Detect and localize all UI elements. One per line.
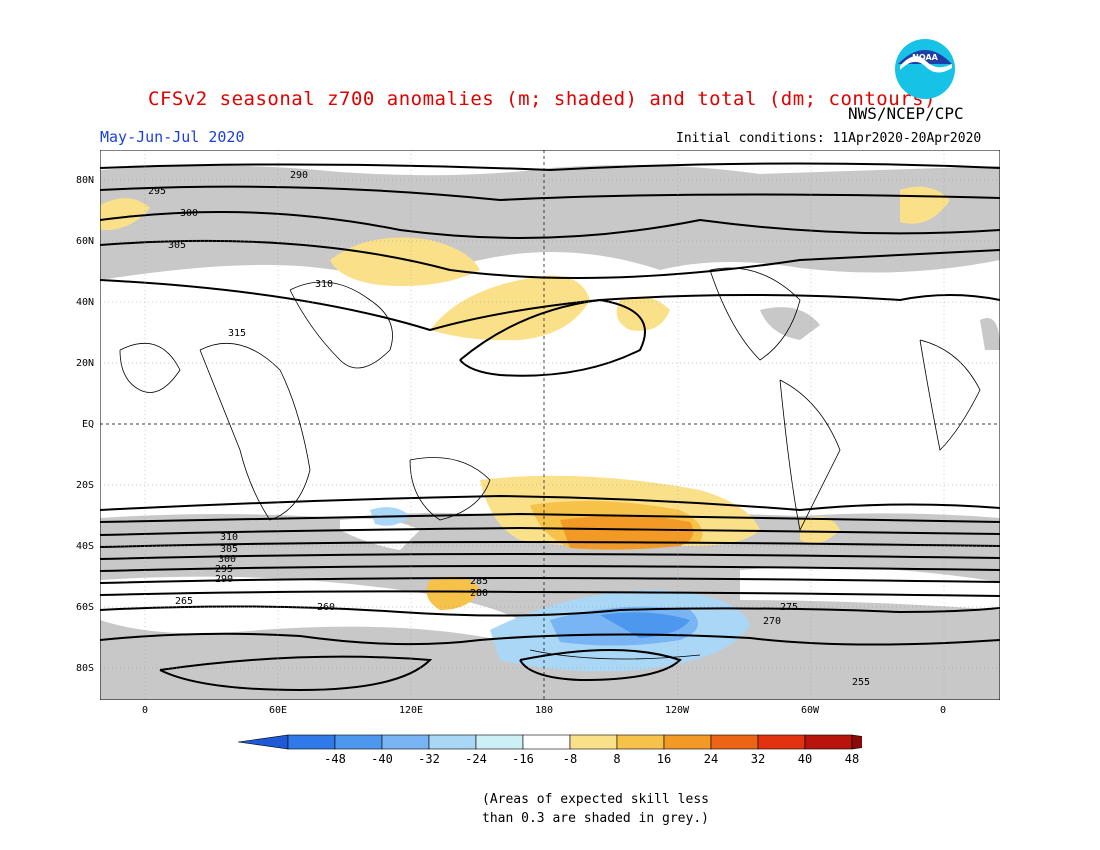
negative-anomalies (370, 507, 750, 672)
contour-label: 270 (763, 616, 781, 627)
colorbar (238, 734, 862, 750)
lon-label: 0 (141, 705, 149, 716)
contour-label: 300 (218, 554, 236, 565)
contour-label: 300 (180, 208, 198, 219)
noaa-logo-icon: NOAA (895, 39, 955, 99)
colorbar-cell (522, 734, 571, 750)
height-contours (100, 162, 1000, 692)
colorbar-tick-label: 32 (750, 752, 766, 766)
contour-label: 310 (315, 279, 333, 290)
colorbar-cell (804, 734, 853, 750)
lon-label: 60E (268, 705, 288, 716)
colorbar-tick-label: -40 (371, 752, 393, 766)
initial-conditions: Initial conditions: 11Apr2020-20Apr2020 (676, 131, 982, 146)
colorbar-tick-label: 8 (613, 752, 621, 766)
colorbar-tick-label: -16 (512, 752, 534, 766)
lon-label: 120E (398, 705, 424, 716)
colorbar-tick-label: -48 (324, 752, 346, 766)
colorbar-cell (757, 734, 806, 750)
colorbar-cell (663, 734, 712, 750)
lon-label: 0 (939, 705, 947, 716)
colorbar-tick-label: 24 (703, 752, 719, 766)
anomaly-map: 290 295 300 305 310 315 310 305 300 295 … (100, 150, 1000, 700)
lat-label: 20S (75, 480, 94, 491)
colorbar-tick-label: 40 (797, 752, 813, 766)
colorbar-arrow-right (851, 734, 862, 750)
colorbar-tick-label: -24 (465, 752, 487, 766)
colorbar-tick-label: -8 (562, 752, 578, 766)
lat-label: 80N (75, 175, 94, 186)
chart-title: CFSv2 seasonal z700 anomalies (m; shaded… (148, 88, 936, 110)
lat-label: 80S (75, 663, 94, 674)
contour-label: 285 (470, 576, 488, 587)
colorbar-cell (381, 734, 430, 750)
contour-label: 265 (175, 596, 193, 607)
lat-label: 60S (75, 602, 94, 613)
contour-label: 290 (215, 574, 233, 585)
colorbar-cell (475, 734, 524, 750)
contour-label: 255 (852, 677, 870, 688)
colorbar-cell (569, 734, 618, 750)
skill-note-line1: (Areas of expected skill less (482, 792, 709, 807)
colorbar-cell (616, 734, 665, 750)
lat-label: 40N (75, 297, 94, 308)
colorbar-cell (710, 734, 759, 750)
logo-text: NOAA (912, 53, 938, 62)
contour-label: 260 (317, 602, 335, 613)
contour-label: 290 (290, 170, 308, 181)
colorbar-tick-label: 16 (656, 752, 672, 766)
grid (100, 150, 1000, 700)
contour-label: 315 (228, 328, 246, 339)
lat-label: EQ (81, 419, 94, 430)
lat-label: 60N (75, 236, 94, 247)
lon-label: 60W (800, 705, 820, 716)
contour-label: 305 (168, 240, 186, 251)
contour-label: 310 (220, 532, 238, 543)
lon-label: 180 (534, 705, 554, 716)
lon-label: 120W (664, 705, 690, 716)
colorbar-arrow-left (238, 734, 289, 750)
lat-label: 40S (75, 541, 94, 552)
colorbar-cell (428, 734, 477, 750)
colorbar-cell (334, 734, 383, 750)
agency-label: NWS/NCEP/CPC (848, 104, 964, 123)
contour-label: 295 (148, 186, 166, 197)
colorbar-tick-label: 48 (844, 752, 860, 766)
coastlines (119, 267, 981, 660)
colorbar-cell (287, 734, 336, 750)
lat-label: 20N (75, 358, 94, 369)
contour-label: 280 (470, 588, 488, 599)
forecast-period: May-Jun-Jul 2020 (100, 128, 245, 146)
colorbar-tick-label: -32 (418, 752, 440, 766)
contour-label: 295 (215, 564, 233, 575)
contour-label: 305 (220, 544, 238, 555)
skill-note-line2: than 0.3 are shaded in grey.) (482, 811, 709, 826)
contour-label: 275 (780, 602, 798, 613)
